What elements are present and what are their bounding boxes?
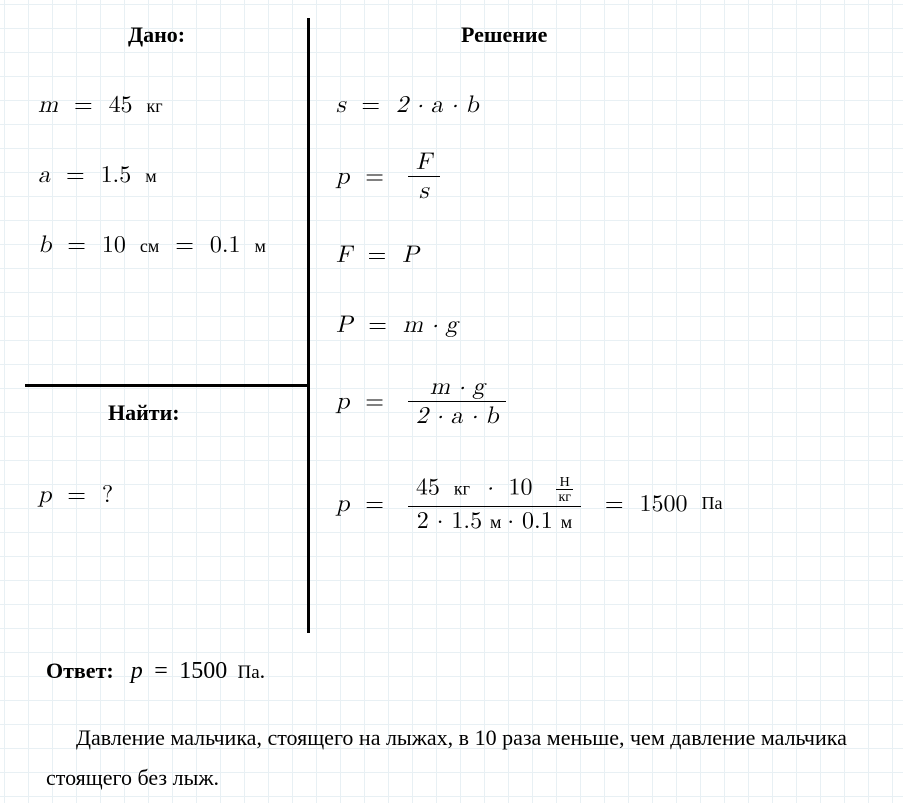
numerator: m · g [408, 373, 507, 402]
eq: = [368, 313, 387, 337]
sol-line5: p = m · g 2 · a · b [336, 373, 506, 430]
answer-line: Ответ: p = 1500 Па. [46, 658, 265, 685]
given-b: b = 10 см = 0.1 м [38, 233, 266, 257]
unit-a: м [145, 168, 156, 186]
answer-dot: . [260, 658, 266, 683]
fraction: m · g 2 · a · b [408, 373, 507, 430]
val-b2: 0.1 [210, 233, 241, 257]
given-a: a = 1.5 м [38, 163, 157, 187]
unit-fraction: Н кг [556, 475, 573, 504]
conclusion-text: Давление мальчика, стоящего на лыжах, в … [46, 718, 866, 797]
lhs: F [336, 243, 352, 267]
answer-var: p [131, 658, 143, 684]
lhs: p [336, 165, 349, 189]
eq: = [361, 93, 380, 117]
val-b1: 10 [102, 233, 126, 257]
var-a: a [38, 163, 50, 187]
answer-label: Ответ: [46, 658, 114, 683]
munit: кг [454, 481, 470, 499]
var-b: b [38, 233, 51, 257]
gval: 10 [509, 476, 533, 500]
denominator: s [408, 177, 440, 205]
sol-line3: F = P [336, 243, 419, 267]
eq: = [365, 390, 384, 414]
lhs: p [336, 390, 349, 414]
var-m: m [38, 93, 58, 117]
eq: = [368, 243, 387, 267]
eq: = [67, 233, 86, 257]
heading-solution: Решение [461, 22, 547, 48]
eq2: = [175, 233, 194, 257]
sol-line1: s = 2 · a · b [336, 93, 479, 117]
eq: = [365, 165, 384, 189]
heading-given: Дано: [128, 22, 185, 48]
unit-b1: см [140, 238, 159, 256]
result-unit: Па [701, 495, 722, 513]
answer-eq: = [154, 658, 168, 684]
page-container: Дано: Решение Найти: m = 45 кг a = 1.5 м… [0, 0, 903, 803]
numerator: F [408, 148, 440, 177]
answer-val: 1500 [179, 658, 227, 684]
rhs: m · g [403, 313, 458, 337]
heading-find: Найти: [108, 400, 180, 426]
denominator: 2 · 1.5 м · 0.1 м [408, 507, 581, 535]
val-a: 1.5 [101, 163, 132, 187]
sol-line2: p = F s [336, 148, 440, 205]
fraction: F s [408, 148, 440, 205]
given-m: m = 45 кг [38, 93, 163, 117]
unit-m: кг [147, 98, 163, 116]
var-p: p [38, 483, 51, 507]
unit-den: кг [556, 490, 573, 504]
eq: = [365, 492, 384, 516]
horizontal-divider [25, 384, 307, 387]
unit-b2: м [254, 238, 265, 256]
vertical-divider [307, 18, 310, 633]
den-text: 2 · 1.5 [417, 509, 482, 533]
find-p: p = ? [38, 483, 113, 507]
result-val: 1500 [640, 492, 688, 516]
answer-unit: Па [238, 662, 260, 683]
unit-num: Н [556, 475, 573, 490]
eq: = [66, 163, 85, 187]
eq: = [74, 93, 93, 117]
lhs: s [336, 93, 345, 117]
dot: · [486, 476, 493, 500]
eq: = [67, 483, 86, 507]
rhs: 2 · a · b [396, 93, 479, 117]
denominator: 2 · a · b [408, 402, 507, 430]
lhs: P [336, 313, 352, 337]
qmark: ? [102, 483, 113, 507]
fraction: 45 кг · 10 Н кг 2 · 1.5 м · 0.1 м [408, 473, 581, 535]
rhs: P [402, 243, 418, 267]
val-m: 45 [109, 93, 133, 117]
sol-line6: p = 45 кг · 10 Н кг 2 · 1.5 м · 0.1 м [336, 473, 722, 535]
lhs: p [336, 492, 349, 516]
result-eq: = [605, 492, 624, 516]
mval: 45 [416, 476, 440, 500]
sol-line4: P = m · g [336, 313, 458, 337]
numerator: 45 кг · 10 Н кг [408, 473, 581, 507]
